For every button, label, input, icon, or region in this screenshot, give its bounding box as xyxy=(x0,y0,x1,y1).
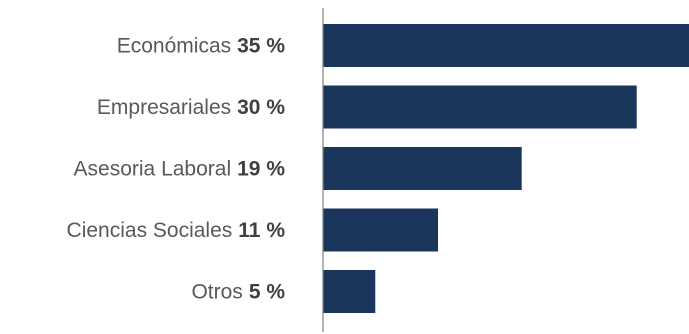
value-label-1: 30 % xyxy=(237,96,285,119)
category-name-1: Empresariales xyxy=(97,96,231,119)
category-name-3: Ciencias Sociales xyxy=(67,219,233,242)
value-label-0: 35 % xyxy=(237,35,285,58)
category-name-2: Asesoria Laboral xyxy=(74,158,232,181)
category-name-4: Otros xyxy=(191,281,242,304)
category-name-0: Económicas xyxy=(117,35,231,58)
bar-4 xyxy=(323,270,376,313)
value-label-4: 5 % xyxy=(249,281,286,304)
value-label-3: 11 % xyxy=(238,219,285,242)
category-label-2: Asesoria Laboral 19 % xyxy=(74,158,286,181)
category-label-3: Ciencias Sociales 11 % xyxy=(67,219,286,242)
bar-1 xyxy=(323,85,637,129)
category-label-1: Empresariales 30 % xyxy=(97,96,285,119)
bar-0 xyxy=(323,24,689,67)
bar-2 xyxy=(323,147,522,190)
category-label-0: Económicas 35 % xyxy=(117,35,286,58)
bar-3 xyxy=(323,208,439,252)
category-label-4: Otros 5 % xyxy=(191,281,285,304)
value-label-2: 19 % xyxy=(237,158,285,181)
